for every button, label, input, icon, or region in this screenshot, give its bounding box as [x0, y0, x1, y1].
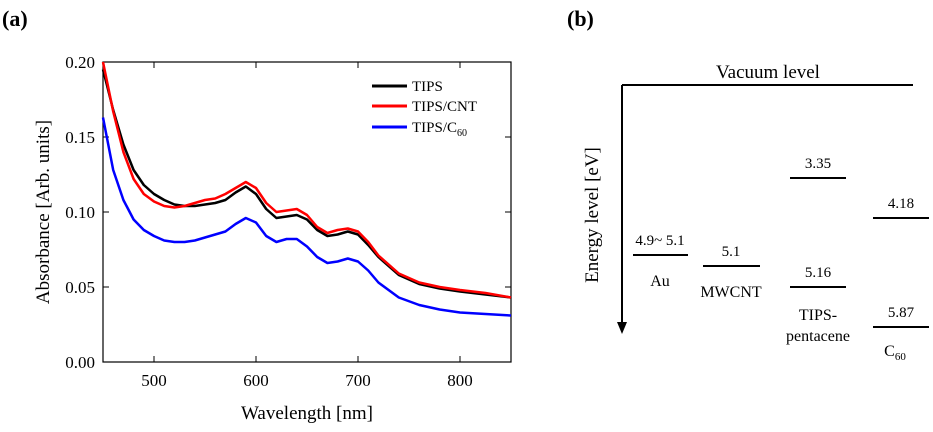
x-tick-label: 800: [447, 371, 473, 390]
legend-label-tips-c60: TIPS/C60: [412, 120, 467, 139]
legend-label-tips: TIPS: [412, 79, 443, 95]
vacuum-level-label: Vacuum level: [716, 62, 820, 83]
legend-label-tips-cnt: TIPS/CNT: [412, 99, 477, 115]
level-c60-name: C60: [884, 343, 906, 363]
y-tick-label: 0.15: [65, 128, 95, 147]
level-au-value: 4.9~ 5.1: [635, 233, 684, 249]
energy-axis-arrow-icon: [617, 322, 627, 334]
y-axis-label: Absorbance [Arb. units]: [33, 120, 54, 304]
level-au-name: Au: [650, 273, 670, 290]
level-mwcnt-value: 5.1: [722, 244, 741, 260]
x-axis-label: Wavelength [nm]: [241, 403, 373, 424]
level-tips-name-line1: TIPS-: [799, 307, 837, 324]
energy-axis-label: Energy level [eV]: [582, 147, 603, 283]
series-line-2: [101, 117, 512, 317]
y-tick-label: 0.00: [65, 353, 95, 372]
absorbance-chart: 0.00 0.05 0.10 0.15 0.20 500 600 700 800 Wavele…: [33, 53, 512, 424]
x-tick-label: 700: [345, 371, 371, 390]
level-tips-name-line2: pentacene: [786, 328, 850, 345]
panel-a-label: (a): [2, 6, 28, 31]
series-line-1: [101, 61, 512, 299]
panel-b-label: (b): [567, 6, 594, 31]
y-axis-ticks: 0.00 0.05 0.10 0.15 0.20: [65, 53, 511, 372]
level-c60-homo-value: 5.87: [888, 305, 915, 321]
level-tips-homo-value: 5.16: [805, 265, 832, 281]
legend: TIPS TIPS/CNT TIPS/C60: [372, 79, 477, 139]
x-axis-ticks: 500 600 700 800: [141, 62, 473, 390]
x-tick-label: 600: [243, 371, 269, 390]
level-c60-lumo-value: 4.18: [888, 196, 914, 212]
x-tick-label: 500: [141, 371, 167, 390]
y-tick-label: 0.10: [65, 203, 95, 222]
level-mwcnt-name: MWCNT: [700, 284, 762, 301]
level-tips-lumo-value: 3.35: [805, 156, 831, 172]
y-tick-label: 0.05: [65, 278, 95, 297]
energy-diagram: Vacuum level Energy level [eV] 4.9~ 5.1 …: [582, 62, 929, 363]
y-tick-label: 0.20: [65, 53, 95, 72]
series-lines: [101, 61, 512, 317]
